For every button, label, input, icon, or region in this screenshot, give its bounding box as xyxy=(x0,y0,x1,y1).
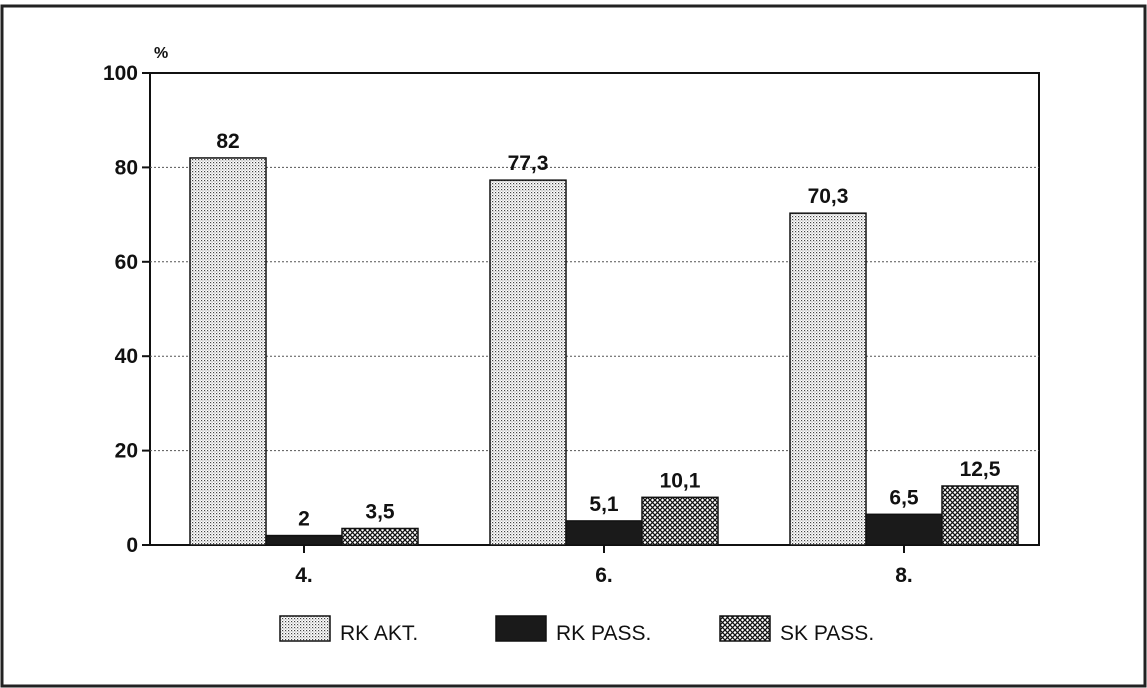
legend-swatch-sk-pass xyxy=(719,615,771,642)
bar-sk-pass xyxy=(941,485,1019,546)
y-tick-label: 60 xyxy=(115,251,138,274)
bar-sk-pass xyxy=(641,496,719,546)
bar-rk-akt xyxy=(189,157,267,546)
data-label: 12,5 xyxy=(960,458,1001,481)
data-label: 77,3 xyxy=(508,152,549,175)
outer-border xyxy=(0,4,1147,688)
bar-rk-pass xyxy=(565,520,643,546)
legend-label-rk-akt: RK AKT. xyxy=(340,622,418,645)
bar-rk-akt xyxy=(789,212,867,546)
bar-rk-pass xyxy=(865,513,943,546)
data-label: 70,3 xyxy=(808,185,849,208)
legend-label-rk-pass: RK PASS. xyxy=(556,622,651,645)
data-labels: 82 2 3,5 77,3 5,1 10,1 70,3 6,5 12,5 xyxy=(216,130,1000,531)
legend-swatch-rk-pass xyxy=(495,615,547,642)
bar-rk-akt xyxy=(489,179,567,546)
y-tick-label: 100 xyxy=(103,62,138,85)
y-axis-unit-label: % xyxy=(154,45,168,62)
legend: RK AKT. RK PASS. SK PASS. xyxy=(279,615,874,645)
legend-swatch-rk-akt xyxy=(279,615,331,642)
data-label: 6,5 xyxy=(889,486,919,509)
y-axis-ticks: 0 20 40 60 80 100 xyxy=(103,62,150,557)
bars xyxy=(189,157,1019,546)
y-tick-label: 80 xyxy=(115,156,138,179)
y-tick-label: 20 xyxy=(115,440,138,463)
plot-area xyxy=(149,72,1040,546)
x-tick-label: 8. xyxy=(895,564,913,587)
data-label: 3,5 xyxy=(365,500,395,523)
y-tick-label: 40 xyxy=(115,345,138,368)
legend-label-sk-pass: SK PASS. xyxy=(780,622,874,645)
x-tick-label: 6. xyxy=(595,564,613,587)
y-tick-label: 0 xyxy=(126,534,138,557)
grid-lines xyxy=(150,166,1039,452)
data-label: 2 xyxy=(298,508,310,531)
data-label: 5,1 xyxy=(589,493,619,516)
x-tick-label: 4. xyxy=(295,564,313,587)
x-axis-ticks: 4. 6. 8. xyxy=(295,545,913,587)
bar-rk-pass xyxy=(265,534,343,546)
data-label: 82 xyxy=(216,130,239,153)
data-label: 10,1 xyxy=(660,469,701,492)
bar-sk-pass xyxy=(341,527,419,546)
